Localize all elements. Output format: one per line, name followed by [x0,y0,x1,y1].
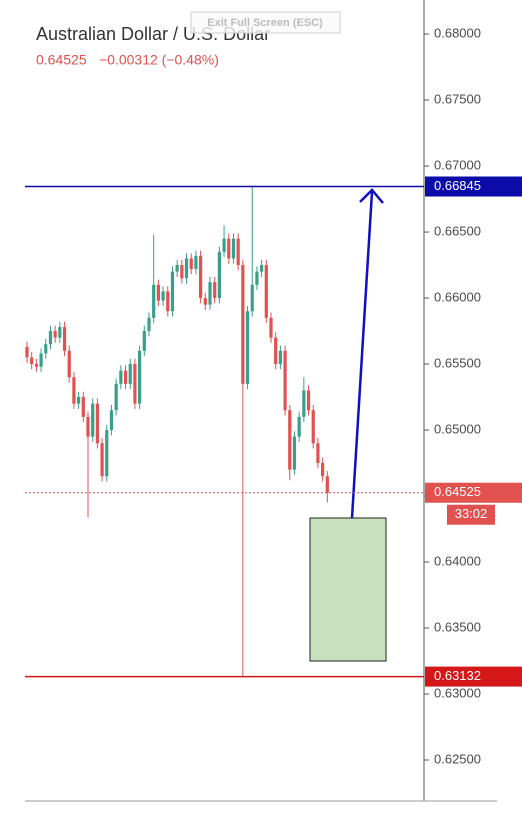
candle-body [152,284,156,318]
candle-body [288,410,292,470]
candle-body [325,476,329,493]
candle-body [184,258,189,279]
candle-body [236,238,240,266]
candle-body [316,443,320,464]
candle-body [260,265,264,272]
price-label-box [425,666,522,687]
y-tick-label: 0.67500 [434,91,481,106]
candle-body [147,317,151,332]
candle-body [156,284,160,301]
last-price: 0.64525 [36,52,87,68]
price-label: 0.64525 [434,484,481,499]
candle-body [133,364,137,404]
candle-body [48,331,53,345]
y-tick-label: 0.66000 [434,289,481,304]
candle-body [217,251,221,299]
candle-body [255,271,259,285]
candle-body [91,403,95,437]
candle-body [264,265,268,318]
candle-body [30,357,34,365]
candle-body [128,364,132,384]
candle-body [62,327,67,351]
candle-body [199,255,203,299]
candle-body [86,416,90,437]
candle-body [166,291,170,312]
candle-body [67,350,71,378]
arrow-drawing [350,191,374,519]
candle-body [175,265,179,272]
candle-body [123,370,128,384]
y-tick-label: 0.64000 [434,553,481,568]
candle-body [138,350,142,404]
candle-body [142,331,146,351]
candle-body [81,397,85,417]
y-tick-label: 0.67000 [434,157,481,172]
candle-body [95,403,99,444]
candle-body [100,443,104,477]
y-tick-label: 0.65500 [434,355,481,370]
candle-body [194,255,198,269]
y-tick-label: 0.66500 [434,223,481,238]
candle-body [203,298,207,305]
candle-body [311,410,315,444]
candle-body [44,344,48,354]
candle-body [283,350,287,411]
candle-body [180,265,184,279]
candle-body [292,436,297,470]
button-frame[interactable] [190,11,341,34]
candle-body [25,346,29,358]
candle-body [72,377,76,404]
candle-body [321,463,325,477]
candle-body [208,282,212,305]
candle-body [222,238,226,252]
rectangle-drawing [309,517,387,662]
candle-body [302,390,306,417]
candle-body [227,238,231,259]
candle-body [114,383,118,411]
candle-body [213,282,217,299]
exit-fullscreen-button[interactable]: Exit Full Screen (ESC) [190,11,341,34]
candle-body [39,353,43,367]
y-tick-label: 0.63000 [434,685,481,700]
candle-body [245,311,250,384]
candle-body [274,337,278,365]
y-tick-label: 0.65000 [434,421,481,436]
price-label-box [425,482,522,503]
button-label[interactable]: Exit Full Screen (ESC) [207,17,323,29]
candle-body [297,416,301,437]
price-change: −0.00312 (−0.48%) [99,52,219,68]
candle-body [119,370,123,384]
candle-body [250,284,254,312]
candle-body [241,265,245,384]
price-label-box [425,176,522,197]
arrow-head [359,188,384,204]
candle-body [170,271,175,312]
y-tick-label: 0.68000 [434,25,481,40]
y-tick-label: 0.63500 [434,619,481,634]
price-label: 0.66845 [434,178,481,193]
candle-body [109,410,114,431]
candle-body [231,238,236,259]
candle-body [306,390,311,411]
candle-body [34,364,38,367]
candle-body [53,331,57,338]
countdown: 33:02 [455,506,488,521]
candle-body [161,291,165,301]
candle-body [77,397,81,404]
candle-body [105,430,109,477]
y-tick-label: 0.62500 [434,751,481,766]
candle-body [189,258,193,269]
candle-body [278,350,282,365]
candle-body [58,327,62,338]
candle-body [269,317,273,338]
countdown-box [447,504,495,525]
price-label: 0.63132 [434,668,481,683]
